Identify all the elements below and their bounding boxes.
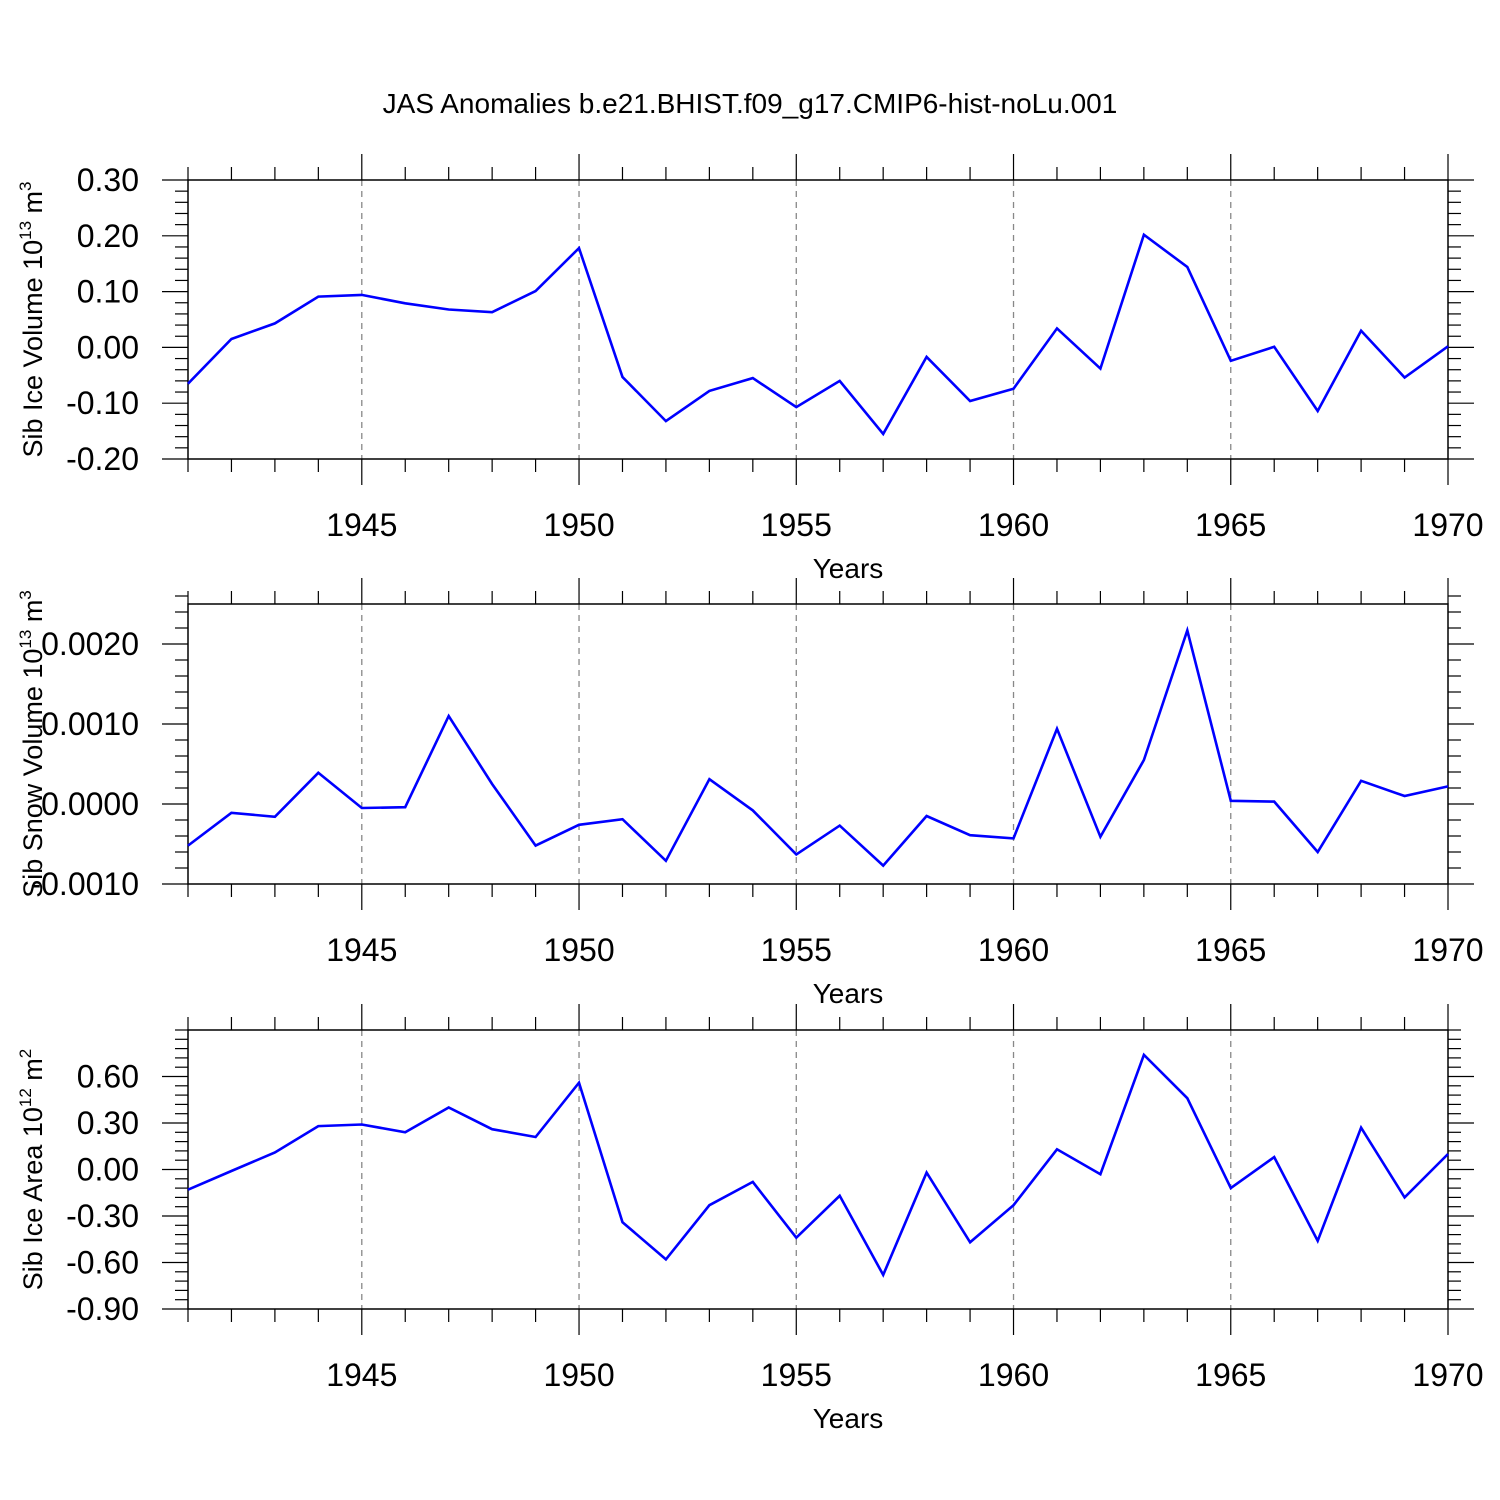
y-tick-label: 0.0020	[41, 626, 139, 662]
plot-frame	[187, 179, 1449, 460]
y-axis-label: Sib Snow Volume 1013 m3	[16, 590, 48, 898]
y-tick-label: 0.0000	[41, 786, 139, 822]
y-tick-label: 0.30	[77, 1105, 139, 1141]
y-axis-label-text: m	[18, 1058, 48, 1088]
series-line	[187, 1052, 1449, 1278]
y-tick-label: 0.00	[77, 329, 139, 365]
x-tick-label: 1955	[761, 507, 832, 543]
y-axis-label-superscript: 3	[16, 590, 35, 599]
x-axis-label: Years	[813, 1403, 884, 1434]
x-tick-label: 1970	[1412, 932, 1483, 968]
y-axis-label-superscript: 12	[16, 1088, 35, 1107]
y-tick-label: 0.0010	[41, 706, 139, 742]
y-tick-label: -0.0010	[30, 866, 139, 902]
x-tick-label: 1960	[978, 932, 1049, 968]
x-tick-label: 1945	[326, 507, 397, 543]
y-axis-label-superscript: 13	[16, 630, 35, 649]
x-tick-label: 1955	[761, 1357, 832, 1393]
x-tick-label: 1945	[326, 1357, 397, 1393]
y-tick-label: -0.20	[66, 441, 139, 477]
x-tick-label: 1945	[326, 932, 397, 968]
y-tick-label: -0.10	[66, 385, 139, 421]
x-tick-label: 1965	[1195, 1357, 1266, 1393]
y-tick-label: -0.90	[66, 1291, 139, 1327]
y-axis-label-superscript: 2	[16, 1049, 35, 1058]
y-axis-label-text: Sib Snow Volume 10	[18, 649, 48, 898]
y-tick-label: -0.30	[66, 1198, 139, 1234]
y-axis-label-superscript: 3	[16, 181, 35, 190]
y-axis-label: Sib Ice Volume 1013 m3	[16, 181, 48, 457]
x-tick-label: 1965	[1195, 932, 1266, 968]
chart-title: JAS Anomalies b.e21.BHIST.f09_g17.CMIP6-…	[382, 88, 1118, 119]
y-axis-label: Sib Ice Area 1012 m2	[16, 1049, 48, 1291]
series-line	[187, 232, 1449, 437]
y-axis-label-text: Sib Ice Area 10	[18, 1107, 48, 1290]
x-axis-label: Years	[813, 978, 884, 1009]
series-line	[187, 625, 1449, 868]
x-tick-label: 1970	[1412, 1357, 1483, 1393]
y-axis-label-text: m	[18, 191, 48, 221]
x-tick-label: 1950	[543, 932, 614, 968]
x-axis-label: Years	[813, 553, 884, 584]
y-axis-label-text: Sib Ice Volume 10	[18, 240, 48, 458]
x-tick-label: 1950	[543, 1357, 614, 1393]
y-tick-label: 0.00	[77, 1152, 139, 1188]
y-axis-label-superscript: 13	[16, 221, 35, 240]
x-tick-label: 1960	[978, 1357, 1049, 1393]
x-tick-label: 1950	[543, 507, 614, 543]
y-tick-label: 0.60	[77, 1059, 139, 1095]
y-axis-label-text: m	[18, 600, 48, 630]
x-tick-label: 1960	[978, 507, 1049, 543]
y-tick-label: 0.10	[77, 274, 139, 310]
plot-frame	[187, 603, 1449, 885]
x-tick-label: 1970	[1412, 507, 1483, 543]
x-tick-label: 1955	[761, 932, 832, 968]
y-tick-label: -0.60	[66, 1245, 139, 1281]
y-tick-label: 0.30	[77, 162, 139, 198]
y-tick-label: 0.20	[77, 218, 139, 254]
x-tick-label: 1965	[1195, 507, 1266, 543]
